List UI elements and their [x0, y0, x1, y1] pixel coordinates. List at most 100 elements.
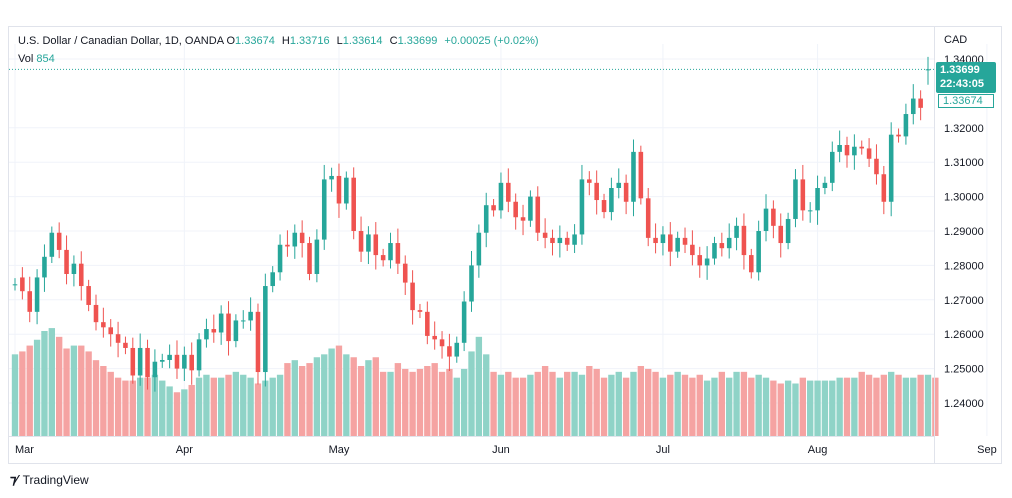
candle-body [174, 354, 180, 369]
close-label: C [389, 35, 398, 47]
currency-label: CAD [944, 34, 968, 46]
month-tick-label: May [329, 444, 350, 456]
candle-body [822, 182, 828, 188]
volume-bar [910, 377, 917, 436]
volume-bar [932, 377, 939, 436]
volume-bar [475, 336, 483, 436]
volume-bar [357, 366, 365, 436]
volume-bar [19, 351, 26, 436]
candle-body [498, 182, 504, 211]
candle-body [903, 114, 909, 137]
volume-bar [534, 371, 541, 436]
volume-bar [512, 377, 519, 436]
volume-bar [711, 377, 718, 436]
candle-body [587, 179, 592, 183]
candle-body [469, 265, 474, 302]
volume-bar [622, 377, 630, 436]
volume-bar [578, 374, 586, 436]
candle-body [115, 334, 121, 343]
open-label: O [226, 35, 236, 47]
candle-body [734, 225, 739, 238]
volume-bar [674, 371, 681, 436]
volume-bar [814, 380, 821, 436]
candle-body [572, 234, 577, 245]
volume-bar [247, 377, 254, 436]
volume-bar [306, 363, 313, 436]
volume-bar [144, 377, 151, 436]
candle-body [454, 342, 460, 357]
candle-body [483, 205, 489, 233]
candle-body [881, 174, 887, 202]
volume-bar [33, 339, 41, 436]
candle-body [749, 255, 754, 273]
candle-body [520, 217, 526, 221]
volume-bar [284, 363, 291, 436]
volume-bar [755, 374, 762, 436]
volume-bar [652, 371, 659, 436]
candle-body [653, 237, 658, 244]
candle-body [910, 98, 916, 115]
volume-bar [26, 345, 33, 436]
volume-bar [888, 371, 895, 436]
volume-bar [122, 380, 129, 436]
candle-body [402, 263, 408, 283]
volume-bar [114, 377, 122, 436]
candle-body [712, 243, 717, 259]
candle-body [42, 256, 47, 278]
volume-bar [858, 371, 865, 436]
candle-body [137, 347, 143, 376]
low-value: 1.33614 [342, 35, 383, 47]
candle-body [410, 282, 415, 311]
volume-bar [726, 377, 733, 436]
price-tick-label: 1.32000 [944, 123, 984, 135]
volume-bar [343, 354, 350, 436]
candle-body [579, 179, 585, 235]
candle-body [771, 208, 776, 226]
price-tick-label: 1.28000 [944, 260, 984, 272]
candle-body [373, 234, 379, 256]
candle-body [93, 304, 99, 323]
candle-layer [12, 56, 931, 392]
candle-body [866, 148, 872, 159]
candle-body [852, 146, 857, 156]
volume-bar [843, 377, 851, 436]
candle-body [896, 134, 901, 137]
chart-frame[interactable] [8, 26, 1002, 464]
candle-body [439, 339, 445, 347]
volume-bar [460, 368, 468, 436]
price-tick-label: 1.27000 [944, 295, 984, 307]
candle-body [601, 200, 607, 213]
volume-bar [217, 377, 225, 436]
volume-bar [902, 377, 910, 436]
candle-body [918, 98, 923, 108]
ohlc-legend: U.S. Dollar / Canadian Dollar, 1D, OANDA… [18, 35, 543, 47]
candle-body [535, 196, 541, 233]
candle-body [226, 313, 231, 342]
volume-bar [379, 371, 387, 436]
volume-bar [262, 380, 269, 436]
candle-body [196, 339, 202, 371]
volume-bar [615, 371, 622, 436]
brand-logo[interactable]: ⁊⁄ TradingView [10, 472, 89, 488]
volume-bar [593, 368, 600, 436]
volume-bar [416, 368, 424, 436]
volume-bar [291, 360, 298, 436]
candle-body [506, 182, 511, 202]
candle-body [756, 231, 761, 273]
candle-body [690, 244, 695, 256]
volume-bar [586, 366, 593, 436]
candle-body [204, 329, 209, 340]
month-tick-label: Jul [656, 444, 670, 456]
volume-bar [328, 348, 335, 436]
volume-bar [696, 374, 703, 436]
candle-body [432, 335, 437, 340]
volume-bar [100, 366, 107, 436]
volume-bar [483, 354, 490, 436]
volume-bar [762, 377, 770, 436]
volume-bar [519, 377, 527, 436]
candle-body [807, 210, 813, 212]
volume-bar [865, 374, 873, 436]
candle-body [240, 320, 246, 322]
candle-body [660, 234, 666, 244]
